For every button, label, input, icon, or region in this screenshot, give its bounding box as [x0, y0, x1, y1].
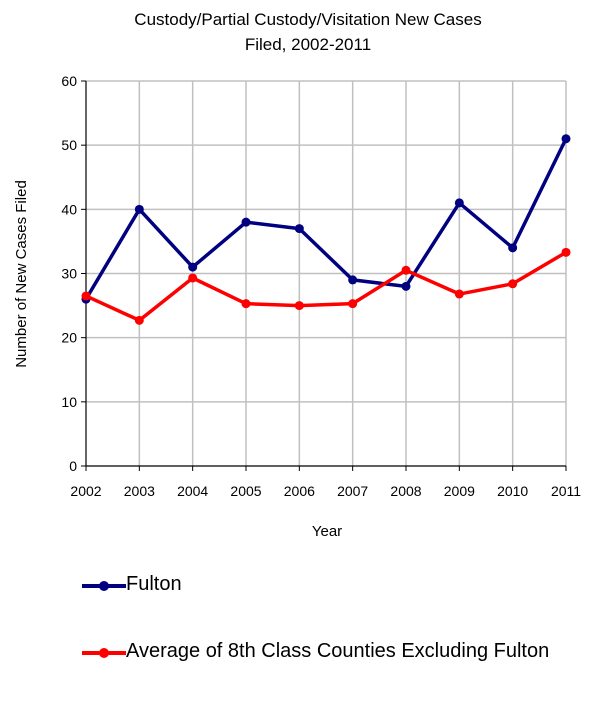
y-axis-title: Number of New Cases Filed	[13, 180, 30, 368]
data-point	[241, 217, 251, 227]
y-tick-label: 40	[61, 201, 77, 217]
series-line	[85, 250, 567, 323]
y-tick-label: 50	[61, 137, 77, 153]
x-tick-label: 2007	[337, 483, 368, 499]
axes	[81, 80, 567, 471]
legend-item-fulton: Fulton	[82, 573, 596, 598]
data-point	[454, 198, 464, 208]
data-point	[348, 299, 358, 309]
data-point	[401, 281, 411, 291]
data-point	[508, 243, 518, 253]
legend-label-fulton: Fulton	[126, 573, 182, 595]
x-axis-title: Year	[312, 523, 342, 540]
chart-title-line-2: Filed, 2002-2011	[245, 35, 371, 54]
data-point	[188, 273, 198, 283]
y-tick-label: 10	[61, 394, 77, 410]
legend-item-average: Average of 8th Class Counties Excluding …	[82, 640, 596, 665]
data-point	[294, 301, 304, 311]
chart-title-line-1: Custody/Partial Custody/Visitation New C…	[134, 10, 481, 29]
x-tick-label: 2003	[124, 483, 155, 499]
x-tick-label: 2005	[230, 483, 261, 499]
x-tick-label: 2002	[70, 483, 101, 499]
data-point	[454, 289, 464, 299]
x-tick-label: 2006	[284, 483, 315, 499]
data-point	[241, 299, 251, 309]
legend-swatch-fulton	[82, 574, 126, 596]
legend-swatch-average	[82, 641, 126, 663]
data-point	[81, 291, 91, 301]
data-point	[188, 262, 198, 272]
series-1	[81, 247, 571, 325]
x-tick-label: 2009	[444, 483, 475, 499]
y-tick-label: 0	[69, 458, 77, 474]
data-point	[294, 224, 304, 234]
series-line	[84, 137, 568, 301]
y-tick-label: 60	[61, 73, 77, 89]
series-0	[81, 134, 571, 304]
y-tick-label: 20	[61, 330, 77, 346]
data-point	[508, 279, 518, 289]
data-point	[561, 134, 571, 144]
gridlines	[86, 80, 567, 466]
y-tick-labels: 0 10 20 30 40 50 60	[61, 73, 77, 474]
data-point	[348, 275, 358, 285]
data-point	[561, 247, 571, 257]
data-point	[134, 204, 144, 214]
series-group	[81, 134, 571, 325]
legend-label-average: Average of 8th Class Counties Excluding …	[126, 640, 550, 662]
x-tick-label: 2004	[177, 483, 208, 499]
y-tick-label: 30	[61, 266, 77, 282]
x-tick-label: 2008	[390, 483, 421, 499]
x-tick-label: 2010	[497, 483, 528, 499]
line-chart: Custody/Partial Custody/Visitation New C…	[13, 10, 581, 540]
data-point	[401, 265, 411, 275]
x-tick-label: 2011	[551, 483, 581, 499]
legend: Fulton Average of 8th Class Counties Exc…	[82, 573, 596, 665]
data-point	[134, 315, 144, 325]
x-tick-labels: 2002 2003 2004 2005 2006 2007 2008 2009 2010 2011	[70, 483, 581, 499]
